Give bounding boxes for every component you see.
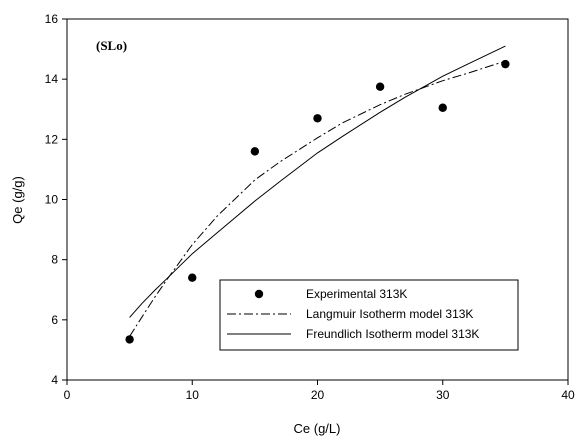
y-tick-label: 12 [45,132,59,146]
x-tick-label: 30 [436,388,450,402]
chart-annotation: (SLo) [96,38,127,53]
y-tick-label: 8 [51,253,58,267]
y-tick-label: 4 [51,373,58,387]
x-tick-label: 20 [311,388,325,402]
y-tick-label: 16 [45,12,59,26]
x-tick-label: 40 [561,388,575,402]
data-point [313,114,322,123]
data-point [375,82,385,91]
legend-entry-label: Experimental 313K [306,287,407,301]
data-point [125,335,134,344]
x-tick-label: 10 [186,388,200,402]
y-axis-label: Qe (g/g) [10,176,25,224]
plot-area [125,45,510,344]
data-point [250,147,260,156]
legend-marker [254,289,264,299]
series-line-2 [129,45,506,318]
legend-entry-label: Langmuir Isotherm model 313K [306,307,473,321]
legend: Experimental 313K Langmuir Isotherm model… [219,279,519,351]
data-point [188,273,197,282]
legend-box [219,279,519,351]
data-point [438,103,447,112]
x-tick-label: 0 [64,388,71,402]
y-tick-label: 6 [51,313,58,327]
y-tick-label: 14 [45,72,59,86]
series-line-1 [129,60,506,337]
axes: 0 10 20 30 40 4 6 8 10 12 14 16 [45,12,575,402]
x-axis-label: Ce (g/L) [294,421,341,436]
y-tick-label: 10 [45,193,59,207]
legend-entry-label: Freundlich Isotherm model 313K [306,327,479,341]
